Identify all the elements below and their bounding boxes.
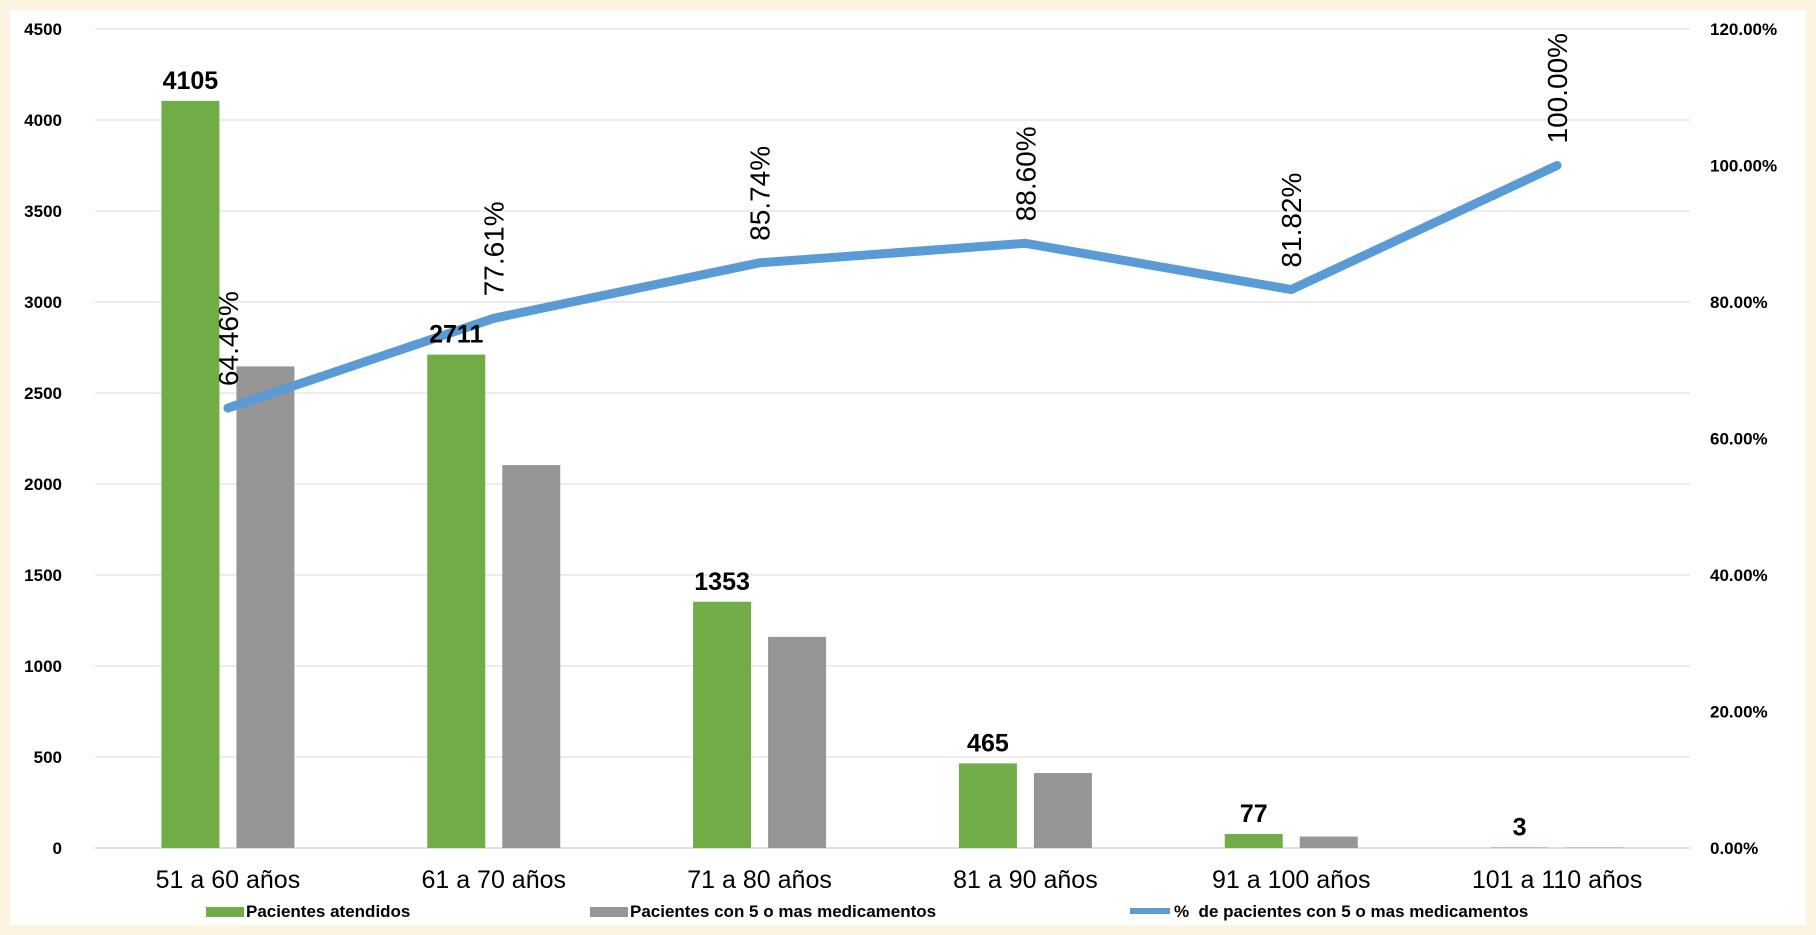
left-axis-tick-label: 3500 xyxy=(24,202,62,221)
bar-pacientes-atendidos xyxy=(161,100,220,848)
bar-pacientes-atendidos xyxy=(958,763,1017,848)
right-axis-tick-label: 40.00% xyxy=(1710,566,1768,585)
bar-data-label: 77 xyxy=(1240,800,1268,828)
left-axis-tick-label: 4000 xyxy=(24,111,62,130)
combo-chart: 0 500 1000 1500 2000 2500 3000 3500 4000 4500 0.0… xyxy=(24,20,1777,921)
left-axis-tick-label: 500 xyxy=(34,748,62,767)
bar-pacientes-con-5-medicamentos xyxy=(502,465,561,848)
left-axis-tick-label: 1000 xyxy=(24,657,62,676)
legend-label: Pacientes con 5 o mas medicamentos xyxy=(630,902,936,921)
left-axis-tick-label: 3000 xyxy=(24,293,62,312)
legend-label: Pacientes atendidos xyxy=(246,902,410,921)
line-data-label: 100.00% xyxy=(1542,33,1573,144)
left-axis-tick-label: 0 xyxy=(53,839,62,858)
category-labels: 51 a 60 años 61 a 70 años 71 a 80 años 81 a… xyxy=(156,866,1643,894)
bar-data-label: 4105 xyxy=(163,67,219,95)
gridlines xyxy=(95,28,1690,849)
bar-data-label: 465 xyxy=(967,729,1009,757)
left-axis-tick-label: 1500 xyxy=(24,566,62,585)
legend: Pacientes atendidos Pacientes con 5 o mas… xyxy=(206,902,1528,921)
line-data-labels: 64.46% 77.61% 85.74% 88.60% 81.82% 100.00% xyxy=(213,33,1573,386)
bar-pacientes-con-5-medicamentos xyxy=(1033,773,1092,848)
line-point xyxy=(226,407,229,410)
right-axis-tick-label: 20.00% xyxy=(1710,703,1768,722)
right-axis-tick-label: 0.00% xyxy=(1710,839,1758,858)
right-axis-tick-label: 100.00% xyxy=(1710,157,1777,176)
bar-pacientes-atendidos xyxy=(1224,833,1283,848)
percentage-line xyxy=(223,161,1562,413)
left-axis-tick-label: 2000 xyxy=(24,475,62,494)
category-label: 91 a 100 años xyxy=(1212,866,1370,894)
line-data-label: 88.60% xyxy=(1010,126,1041,221)
bar-data-label: 3 xyxy=(1513,813,1527,841)
bar-data-labels: 4105 2711 1353 465 77 3 xyxy=(163,67,1527,842)
bar-pacientes-atendidos xyxy=(427,354,486,848)
bar-pacientes-con-5-medicamentos xyxy=(1565,847,1624,848)
bar-pacientes-con-5-medicamentos xyxy=(768,636,827,848)
line-data-label: 77.61% xyxy=(479,201,510,296)
line-point xyxy=(1556,164,1559,167)
legend-swatch-pacientes-atendidos xyxy=(206,907,244,917)
right-axis-ticks: 0.00% 20.00% 40.00% 60.00% 80.00% 100.00% 120.… xyxy=(1710,20,1777,858)
bar-pacientes-atendidos xyxy=(1490,847,1549,848)
line-point xyxy=(1024,242,1027,245)
bar-pacientes-atendidos xyxy=(693,601,752,848)
bar-series xyxy=(161,100,1624,848)
legend-label: % de pacientes con 5 o mas medicamentos xyxy=(1174,902,1528,921)
legend-swatch-pacientes-con-5-medicamentos xyxy=(590,907,628,917)
right-axis-tick-label: 80.00% xyxy=(1710,293,1768,312)
line-point xyxy=(1290,288,1293,291)
right-axis-tick-label: 120.00% xyxy=(1710,20,1777,39)
left-axis-ticks: 0 500 1000 1500 2000 2500 3000 3500 4000 4500 xyxy=(24,20,62,858)
bar-data-label: 2711 xyxy=(429,321,483,349)
category-label: 61 a 70 años xyxy=(421,866,566,894)
percentage-line-series xyxy=(223,161,1562,413)
left-axis-tick-label: 2500 xyxy=(24,384,62,403)
bar-data-label: 1353 xyxy=(694,568,750,596)
line-point xyxy=(758,261,761,264)
line-data-label: 64.46% xyxy=(213,291,244,386)
category-label: 51 a 60 años xyxy=(156,866,301,894)
right-axis-tick-label: 60.00% xyxy=(1710,430,1768,449)
category-label: 101 a 110 años xyxy=(1472,866,1643,894)
line-data-label: 85.74% xyxy=(745,146,776,241)
category-label: 71 a 80 años xyxy=(687,866,832,894)
line-data-label: 81.82% xyxy=(1276,173,1307,268)
line-point xyxy=(492,317,495,320)
chart-frame: 0 500 1000 1500 2000 2500 3000 3500 4000 4500 0.0… xyxy=(10,10,1806,925)
bar-pacientes-con-5-medicamentos xyxy=(236,366,295,848)
left-axis-tick-label: 4500 xyxy=(24,20,62,39)
category-label: 81 a 90 años xyxy=(953,866,1098,894)
bar-pacientes-con-5-medicamentos xyxy=(1299,836,1358,848)
